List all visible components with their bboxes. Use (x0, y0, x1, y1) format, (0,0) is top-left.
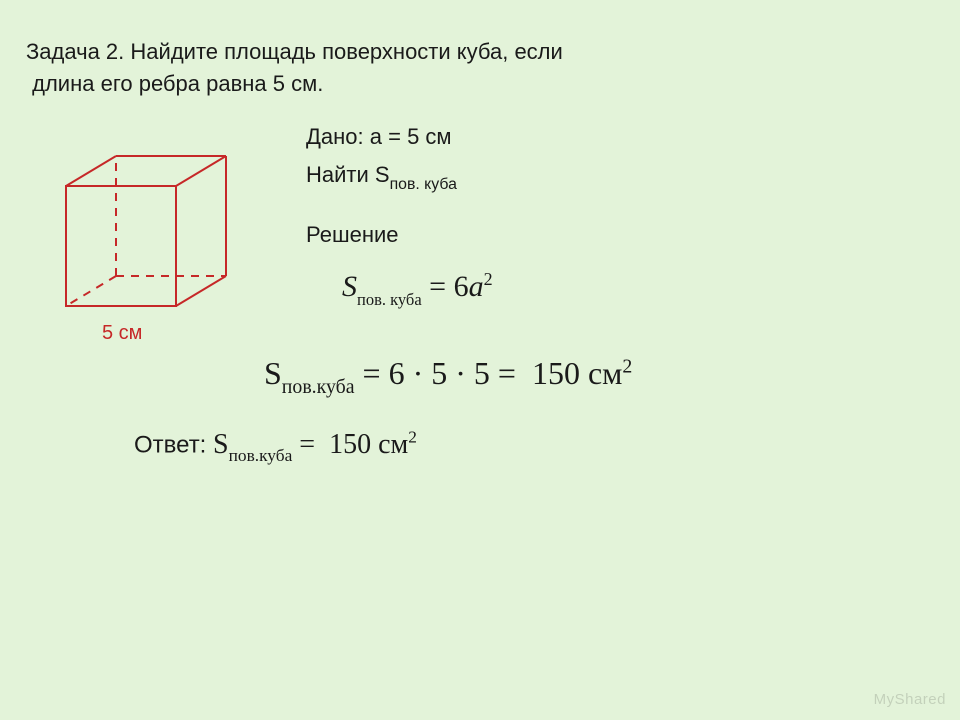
formula-symbol: S (342, 270, 357, 303)
find-symbol: S (375, 162, 390, 187)
calculation-line: Sпов.куба = 6 · 5 · 5 = 150 см2 (26, 355, 934, 397)
problem-number: Задача 2. (26, 39, 124, 64)
formula-var: a (469, 270, 484, 303)
answer-result-exp: 2 (408, 427, 417, 446)
given-label: Дано: (306, 124, 364, 149)
answer-line: Ответ: Sпов.куба = 150 см2 (26, 427, 934, 464)
cube-diagram (56, 136, 236, 316)
answer-subscript: пов.куба (229, 446, 293, 465)
given-value: a = 5 см (370, 124, 452, 149)
watermark: MyShared (874, 691, 946, 708)
cube-column: 5 см (26, 120, 306, 345)
surface-formula: Sпов. куба = 6a2 (306, 264, 934, 311)
answer-result: 150 см (329, 429, 408, 460)
answer-eq: = (292, 429, 322, 460)
calc-result: 150 см (532, 355, 622, 391)
problem-text-2: длина его ребра равна 5 см. (32, 71, 323, 96)
formula-subscript: пов. куба (357, 290, 422, 309)
formula-exp: 2 (484, 269, 493, 289)
answer-symbol: S (213, 429, 229, 460)
problem-text-1: Найдите площадь поверхности куба, если (130, 39, 562, 64)
find-label: Найти (306, 162, 369, 187)
content-row: 5 см Дано: a = 5 см Найти Sпов. куба Реш… (26, 120, 934, 345)
calc-symbol: S (264, 355, 282, 391)
text-column: Дано: a = 5 см Найти Sпов. куба Решение … (306, 120, 934, 337)
find-subscript: пов. куба (390, 176, 457, 193)
solution-label-text: Решение (306, 222, 399, 247)
calc-expr: = 6 · 5 · 5 = (355, 355, 524, 391)
problem-statement: Задача 2. Найдите площадь поверхности ку… (26, 36, 934, 100)
answer-label: Ответ: (134, 432, 206, 459)
calc-subscript: пов.куба (282, 376, 355, 398)
formula-eq: = 6 (422, 270, 469, 303)
calc-result-exp: 2 (622, 355, 632, 377)
slide-root: Задача 2. Найдите площадь поверхности ку… (0, 0, 960, 464)
find-line: Найти Sпов. куба (306, 158, 934, 196)
solution-label: Решение (306, 218, 934, 252)
given-line: Дано: a = 5 см (306, 120, 934, 154)
cube-edge-label: 5 см (56, 322, 296, 345)
